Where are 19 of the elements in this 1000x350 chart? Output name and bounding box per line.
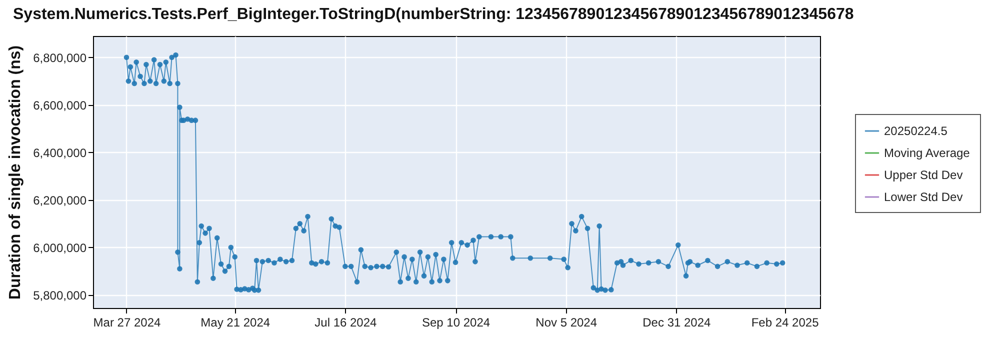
legend-label: 20250224.5 [884, 124, 948, 138]
x-tick-label: Nov 5 2024 [536, 316, 598, 330]
y-tick-label: 6,600,000 [33, 98, 87, 112]
legend-label: Moving Average [884, 146, 970, 160]
x-tick-label: Mar 27 2024 [93, 316, 161, 330]
x-tick-label: Feb 24 2025 [751, 316, 820, 330]
legend-label: Upper Std Dev [884, 168, 963, 182]
y-tick-label: 6,000,000 [33, 240, 87, 255]
y-tick-label: 6,400,000 [33, 146, 87, 160]
chart-title: System.Numerics.Tests.Perf_BigInteger.ToStringD(numberString: 12345678901234567890123456789012345678 [13, 6, 854, 23]
y-tick-label: 5,800,000 [33, 288, 87, 302]
x-tick-label: Sep 10 2024 [422, 316, 490, 330]
x-tick-label: May 21 2024 [200, 316, 270, 330]
x-tick-label: Jul 16 2024 [314, 316, 378, 330]
y-tick-label: 6,200,000 [33, 193, 87, 208]
legend-label: Lower Std Dev [884, 190, 963, 204]
y-axis-title: Duration of single invocation (ns) [7, 45, 24, 300]
y-tick-label: 6,800,000 [33, 50, 87, 65]
x-tick-label: Dec 31 2024 [642, 316, 712, 330]
